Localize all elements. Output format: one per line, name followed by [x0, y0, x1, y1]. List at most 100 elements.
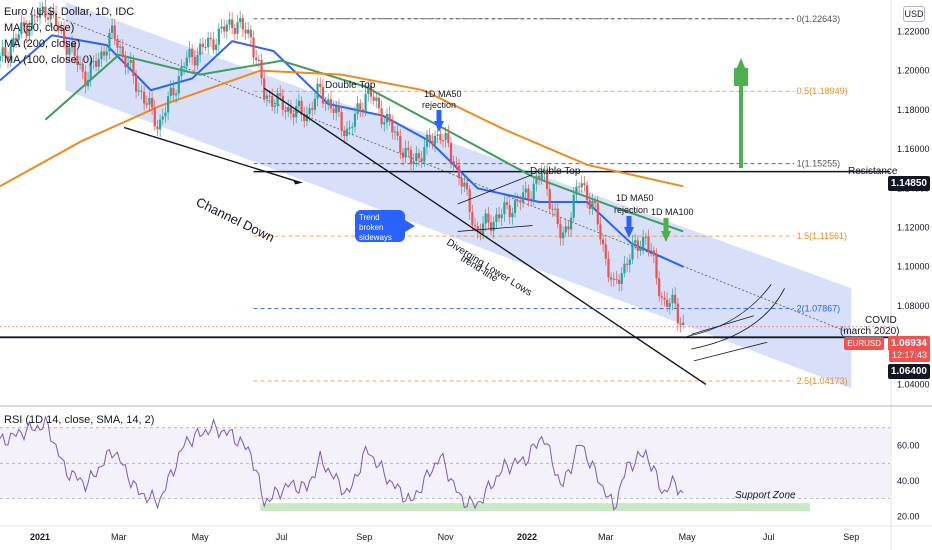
candle-body [276, 93, 279, 106]
fib-level-label: 2.5(1.04173) [797, 376, 848, 386]
candle-body [423, 146, 426, 162]
price-tick-label: 1.04000 [897, 379, 930, 389]
candle-body [375, 97, 378, 101]
candle-body [452, 160, 455, 165]
candle-body [415, 153, 418, 162]
candle-body [220, 26, 223, 29]
candle-body [180, 66, 183, 77]
candle-body [241, 18, 244, 30]
candle-body [425, 134, 429, 147]
candle-body [401, 152, 405, 158]
candle-body [225, 24, 228, 32]
candle-body [60, 28, 63, 30]
candle-body [68, 47, 71, 55]
candle-body [471, 212, 474, 226]
candle-body [492, 221, 495, 231]
candle-body [487, 213, 490, 223]
candle-body [447, 132, 450, 144]
candle-body [647, 236, 650, 251]
bullish-target-arrow-shaft [739, 68, 743, 168]
fib-level-label: 1.5(1.11561) [797, 231, 847, 241]
ma50-rejection-1-line-1: 1D MA50 [424, 89, 462, 99]
candle-body [137, 90, 140, 92]
candle-body [191, 48, 194, 57]
ma200-legend: MA (200, close) [4, 38, 81, 50]
sideways-channel-bottom [457, 225, 533, 232]
candle-body [281, 95, 284, 110]
candle-body [209, 37, 212, 40]
candle-body [674, 294, 677, 304]
candle-body [612, 278, 615, 280]
candle-body [393, 131, 397, 133]
candle-body [76, 55, 79, 66]
candle-body [441, 140, 445, 142]
candle-body [65, 43, 68, 55]
candle-body [610, 277, 613, 280]
candle-body [316, 83, 319, 99]
ma100-arrow-shaft [663, 218, 669, 232]
candle-body [484, 213, 487, 224]
candle-body [628, 259, 631, 265]
resistance-label: Resistance [848, 166, 898, 177]
candle-body [148, 97, 151, 105]
candle-body [602, 239, 605, 245]
candle-body [513, 200, 517, 214]
candle-body [353, 113, 357, 127]
candle-body [388, 113, 391, 122]
candle-body [615, 278, 618, 280]
candle-body [118, 46, 122, 48]
candle-body [279, 93, 282, 96]
candle-body [30, 14, 34, 29]
candle-body [212, 39, 215, 51]
ma50-legend: MA (50, close) [4, 22, 75, 34]
channel-down-label: Channel Down [194, 194, 277, 245]
candle-body [327, 99, 330, 103]
candle-body [417, 153, 421, 159]
candle-body [503, 202, 506, 215]
candle-body [527, 188, 530, 199]
candle-body [289, 107, 292, 114]
candle-body [244, 29, 247, 34]
candle-body [468, 189, 471, 213]
fib-level-label: 0(1.22643) [797, 14, 841, 24]
candle-body [644, 236, 647, 238]
candle-body [575, 186, 578, 195]
candle-body [439, 134, 442, 141]
candle-body [668, 303, 671, 307]
candle-body [396, 131, 399, 136]
candle-body [599, 224, 602, 240]
ma50-rejection-arrow-1-shaft [436, 110, 442, 122]
candle-body [532, 183, 535, 200]
candle-body [364, 94, 367, 111]
candle-body [335, 106, 338, 113]
candle-body [655, 255, 658, 279]
candle-body [329, 99, 333, 109]
candle-body [431, 140, 434, 145]
ma100-line [44, 53, 684, 233]
candle-body [28, 28, 31, 37]
candle-body [70, 43, 74, 48]
candle-body [164, 112, 167, 117]
candle-body [140, 90, 143, 92]
candle-body [594, 200, 597, 203]
fib-level-label: 0.5(1.18949) [797, 86, 848, 96]
candle-body [215, 44, 218, 51]
rsi-tick-label: 40.00 [897, 476, 920, 486]
candle-body [444, 132, 447, 141]
projection-line-1 [691, 315, 755, 335]
price-tick-label: 1.22000 [897, 26, 930, 36]
rsi-tick-label: 60.00 [897, 440, 920, 450]
candle-body [89, 61, 92, 80]
candle-body [100, 51, 103, 60]
currency-button[interactable]: USD [903, 6, 925, 22]
candle-body [303, 113, 306, 122]
candle-body [321, 87, 325, 104]
covid-label-line-1: COVID [865, 315, 897, 326]
candle-body [73, 43, 76, 56]
candle-body [460, 178, 463, 187]
candle-body [356, 103, 359, 114]
ma200-line [0, 69, 684, 188]
candle-body [516, 200, 519, 202]
candle-body [116, 38, 119, 48]
